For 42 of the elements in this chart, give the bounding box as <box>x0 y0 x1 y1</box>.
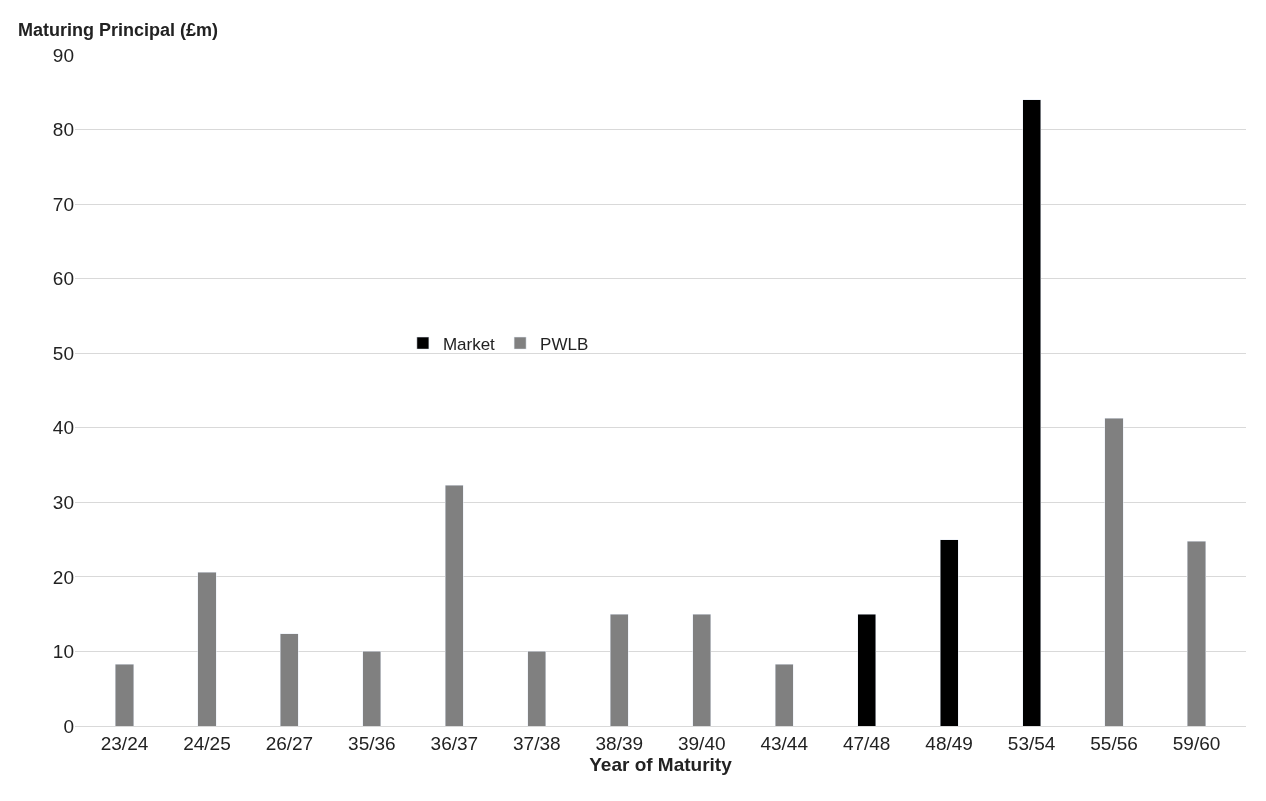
bar <box>280 633 299 726</box>
x-tick-label: 38/39 <box>595 732 644 754</box>
x-tick-label: 47/48 <box>842 732 891 754</box>
x-tick-label: 48/49 <box>925 732 973 754</box>
y-tick-label: 10 <box>52 641 74 663</box>
x-axis-title: Year of Maturity <box>589 753 733 775</box>
y-axis-title: Maturing Principal (£m) <box>18 20 219 40</box>
bar <box>197 572 217 726</box>
x-tick-label: 35/36 <box>348 732 396 754</box>
x-tick-label: 26/27 <box>265 732 314 754</box>
bar <box>692 613 712 726</box>
x-tick-label: 24/25 <box>183 732 231 754</box>
y-tick-label: 40 <box>52 417 74 439</box>
bar <box>857 613 876 726</box>
bar <box>1104 417 1124 726</box>
bar <box>445 484 464 726</box>
x-tick-label: 37/38 <box>513 732 561 754</box>
bar <box>115 663 134 726</box>
bar <box>939 539 959 726</box>
y-tick-label: 90 <box>52 44 74 66</box>
legend-label: PWLB <box>540 334 589 354</box>
x-tick-label: 55/56 <box>1090 732 1138 754</box>
bar <box>362 651 382 726</box>
x-tick-label: 36/37 <box>430 732 479 754</box>
y-tick-label: 80 <box>52 119 74 141</box>
y-tick-label: 20 <box>52 566 74 588</box>
bar <box>609 613 629 726</box>
x-tick-label: 43/44 <box>760 732 809 754</box>
bar <box>1022 99 1041 726</box>
bar <box>527 651 547 726</box>
x-tick-label: 53/54 <box>1007 732 1056 754</box>
bar <box>774 663 794 726</box>
x-tick-label: 39/40 <box>677 732 726 754</box>
y-tick-label: 30 <box>52 491 74 513</box>
x-tick-label: 23/24 <box>100 732 149 754</box>
y-tick-label: 50 <box>52 342 74 364</box>
legend-label: Market <box>442 334 496 354</box>
x-tick-label: 59/60 <box>1172 732 1221 754</box>
bar <box>1187 540 1206 726</box>
y-tick-label: 70 <box>52 193 74 215</box>
y-tick-label: 0 <box>63 715 74 737</box>
y-tick-label: 60 <box>52 268 74 290</box>
